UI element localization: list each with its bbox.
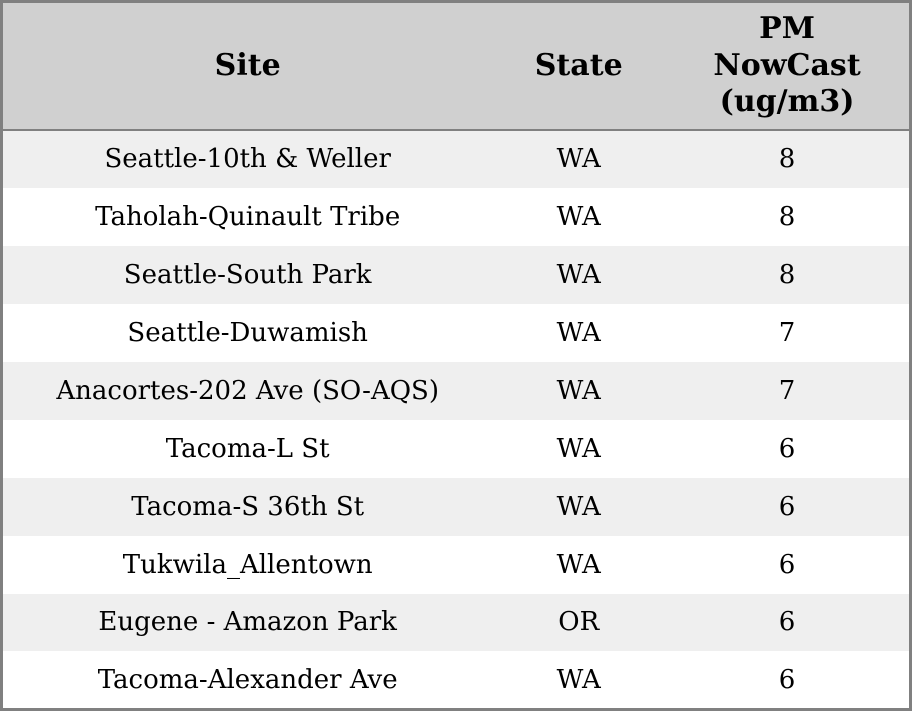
column-header-pm-nowcast-label: PM NowCast (ug/m3)	[713, 11, 861, 120]
state-cell: WA	[556, 549, 601, 580]
site-cell: Tukwila_Allentown	[122, 549, 373, 580]
state-cell: WA	[556, 317, 601, 348]
site-cell: Seattle-South Park	[123, 259, 372, 290]
site-cell: Eugene - Amazon Park	[98, 607, 397, 638]
table-row: Seattle-South Park WA 8	[1, 245, 911, 304]
table-row: Tukwila_Allentown WA 6	[1, 535, 911, 594]
pm-nowcast-cell: 6	[778, 549, 796, 580]
table-row: Taholah-Quinault Tribe WA 8	[1, 187, 911, 246]
table-row: Tacoma-S 36th St WA 6	[1, 477, 911, 536]
state-cell: WA	[556, 491, 601, 522]
table-row: Anacortes-202 Ave (SO-AQS) WA 7	[1, 361, 911, 420]
pm-nowcast-cell: 8	[778, 259, 796, 290]
site-cell: Anacortes-202 Ave (SO-AQS)	[56, 375, 439, 406]
site-cell: Seattle-Duwamish	[127, 317, 368, 348]
state-cell: OR	[558, 607, 600, 638]
column-header-pm-nowcast: PM NowCast (ug/m3)	[665, 1, 911, 131]
pm-nowcast-cell: 8	[778, 144, 796, 175]
pm-nowcast-cell: 6	[778, 491, 796, 522]
pm-nowcast-cell: 6	[778, 664, 796, 695]
table-row: Tacoma-Alexander Ave WA 6	[1, 651, 911, 710]
site-cell: Tacoma-Alexander Ave	[97, 664, 398, 695]
site-cell: Seattle-10th & Weller	[104, 144, 391, 175]
pm-nowcast-cell: 8	[778, 201, 796, 232]
table-header: Site State PM NowCast (ug/m3)	[1, 1, 911, 131]
pm-nowcast-cell: 6	[778, 433, 796, 464]
table-row: Seattle-10th & Weller WA 8	[1, 130, 911, 188]
state-cell: WA	[556, 375, 601, 406]
site-cell: Tacoma-L St	[165, 433, 330, 464]
state-cell: WA	[556, 664, 601, 695]
state-cell: WA	[556, 144, 601, 175]
state-cell: WA	[556, 433, 601, 464]
table-row: Tacoma-L St WA 6	[1, 419, 911, 478]
pm-nowcast-cell: 7	[778, 375, 796, 406]
table-row: Eugene - Amazon Park OR 6	[1, 593, 911, 652]
state-cell: WA	[556, 201, 601, 232]
column-header-site: Site	[1, 1, 493, 131]
table-body: Seattle-10th & Weller WA 8 Taholah-Quina…	[1, 130, 911, 710]
state-cell: WA	[556, 259, 601, 290]
site-cell: Tacoma-S 36th St	[131, 491, 365, 522]
pm-nowcast-cell: 6	[778, 607, 796, 638]
table-row: Seattle-Duwamish WA 7	[1, 303, 911, 362]
column-header-state: State	[492, 1, 666, 131]
header-row: Site State PM NowCast (ug/m3)	[1, 1, 911, 131]
site-cell: Taholah-Quinault Tribe	[95, 201, 401, 232]
pm-nowcast-cell: 7	[778, 317, 796, 348]
